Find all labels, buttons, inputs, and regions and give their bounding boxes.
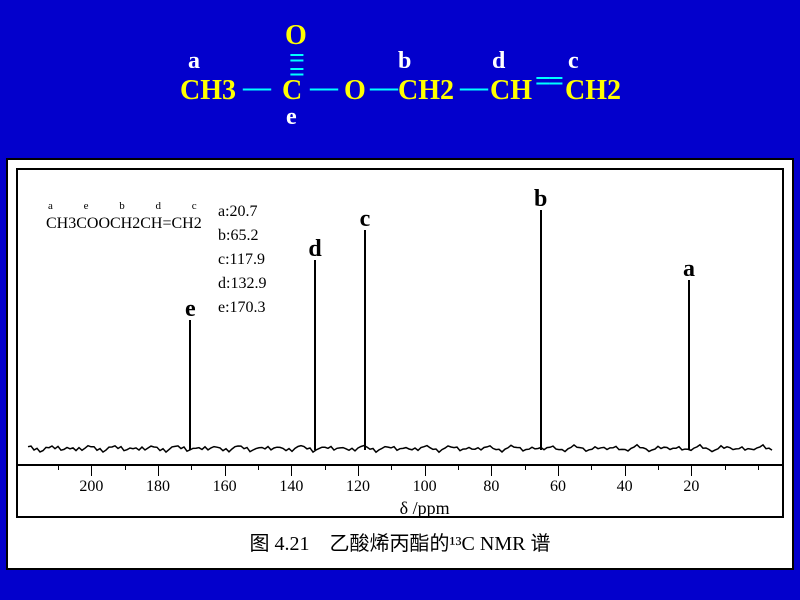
major-tick	[625, 464, 626, 476]
minor-tick	[525, 464, 526, 470]
peak-label-a: a	[683, 256, 695, 283]
tick-label-100: 100	[413, 478, 437, 496]
carbon-label-d: d	[492, 48, 505, 75]
major-tick	[358, 464, 359, 476]
tick-label-160: 160	[213, 478, 237, 496]
bond-3: —	[370, 74, 398, 102]
structure-formula: O == a b d c e CH3 — C — O — CH2 — CH ==…	[0, 0, 800, 150]
major-tick	[491, 464, 492, 476]
major-tick	[91, 464, 92, 476]
peak-label-b: b	[534, 186, 547, 213]
tick-label-140: 140	[279, 478, 303, 496]
tick-label-200: 200	[79, 478, 103, 496]
bond-2: —	[310, 74, 338, 102]
atom-ch2-1: CH2	[398, 75, 454, 107]
peak-label-e: e	[185, 296, 196, 323]
major-tick	[158, 464, 159, 476]
x-axis: 200 180 160 140 120 100 80 60 40 20 δ /ppm	[18, 464, 782, 518]
peak-d	[314, 260, 316, 450]
minor-tick	[591, 464, 592, 470]
peak-e	[189, 320, 191, 450]
tick-label-80: 80	[483, 478, 499, 496]
peak-a	[688, 280, 690, 450]
minor-tick	[191, 464, 192, 470]
spectrum-plot: a e b d c CH3COOCH2CH=CH2 a:20.7 b:65.2 …	[16, 168, 784, 518]
minor-tick	[125, 464, 126, 470]
peak-label-d: d	[308, 236, 321, 263]
tick-label-40: 40	[617, 478, 633, 496]
atom-c: C	[282, 75, 302, 107]
tick-label-20: 20	[683, 478, 699, 496]
minor-tick	[458, 464, 459, 470]
minor-tick	[325, 464, 326, 470]
minor-tick	[258, 464, 259, 470]
bond-1: —	[243, 74, 271, 102]
minor-tick	[758, 464, 759, 470]
atom-ch: CH	[490, 75, 532, 107]
major-tick	[558, 464, 559, 476]
minor-tick	[58, 464, 59, 470]
spectrum-panel: a e b d c CH3COOCH2CH=CH2 a:20.7 b:65.2 …	[6, 158, 794, 570]
minor-tick	[391, 464, 392, 470]
major-tick	[425, 464, 426, 476]
minor-tick	[725, 464, 726, 470]
tick-label-120: 120	[346, 478, 370, 496]
major-tick	[225, 464, 226, 476]
figure-caption: 图 4.21 乙酸烯丙酯的¹³C NMR 谱	[8, 527, 792, 556]
bond-4: —	[460, 74, 488, 102]
carbon-label-c: c	[568, 48, 579, 75]
peak-label-c: c	[360, 206, 371, 233]
atom-o: O	[344, 75, 366, 107]
peak-b	[540, 210, 542, 450]
minor-tick	[658, 464, 659, 470]
major-tick	[291, 464, 292, 476]
axis-label: δ /ppm	[400, 498, 450, 519]
carbon-label-e: e	[286, 104, 297, 131]
tick-label-180: 180	[146, 478, 170, 496]
tick-label-60: 60	[550, 478, 566, 496]
atom-ch3: CH3	[180, 75, 236, 107]
carbon-label-a: a	[188, 48, 200, 75]
peak-c	[364, 230, 366, 450]
atom-ch2-2: CH2	[565, 75, 621, 107]
carbon-label-b: b	[398, 48, 411, 75]
major-tick	[691, 464, 692, 476]
bond-c-c-double: ==	[535, 75, 561, 89]
